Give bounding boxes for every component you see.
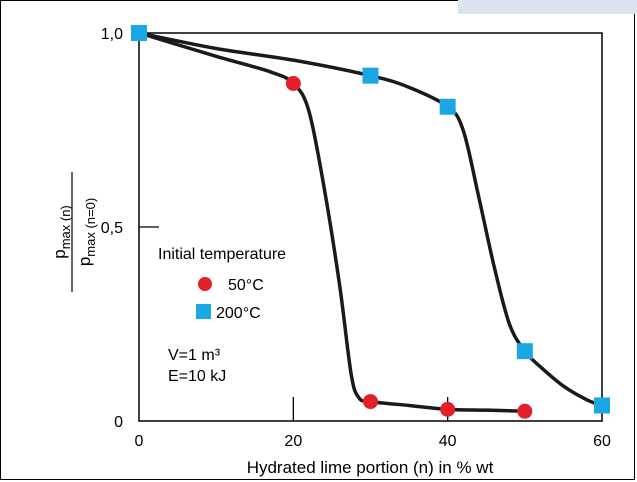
y-label-numerator: pmax (n) (50, 205, 73, 259)
annotation-volume: V=1 m³ (168, 347, 221, 364)
legend-marker-200c (196, 304, 211, 319)
legend-title: Initial temperature (158, 246, 286, 263)
x-axis-label: Hydrated lime portion (n) in % wt (247, 458, 494, 477)
data-point-200c (362, 67, 379, 84)
y-axis-label: pmax (n) pmax (n=0) (50, 172, 98, 292)
data-point-50c (440, 401, 456, 417)
legend-marker-50c (198, 277, 212, 291)
y-label-denominator: pmax (n=0) (75, 198, 98, 266)
x-tick-label: 40 (439, 433, 457, 450)
data-point-200c (131, 25, 147, 41)
legend: Initial temperature 50°C 200°C (158, 246, 286, 322)
series-curves (137, 31, 604, 414)
ticks: 0 20 40 60 0 0,5 1,0 (101, 26, 611, 450)
series-line-50c (137, 31, 527, 414)
data-point-50c (363, 394, 378, 410)
data-point-200c (516, 343, 533, 360)
series-line-200c (137, 31, 604, 408)
annotation-energy: E=10 kJ (168, 368, 226, 385)
series-markers (131, 25, 610, 419)
corner-tab (458, 0, 637, 14)
x-tick-label: 0 (135, 433, 144, 450)
y-tick-label: 1,0 (101, 26, 123, 43)
data-point-200c (594, 397, 610, 414)
legend-label-50c: 50°C (228, 277, 264, 294)
y-tick-label: 0,5 (101, 220, 123, 237)
legend-label-200c: 200°C (216, 305, 261, 322)
y-tick-label: 0 (114, 414, 123, 431)
data-point-50c (517, 403, 533, 419)
x-tick-label: 60 (593, 433, 611, 450)
x-tick-label: 20 (284, 433, 302, 450)
data-point-50c (285, 75, 301, 91)
data-point-200c (439, 98, 456, 115)
